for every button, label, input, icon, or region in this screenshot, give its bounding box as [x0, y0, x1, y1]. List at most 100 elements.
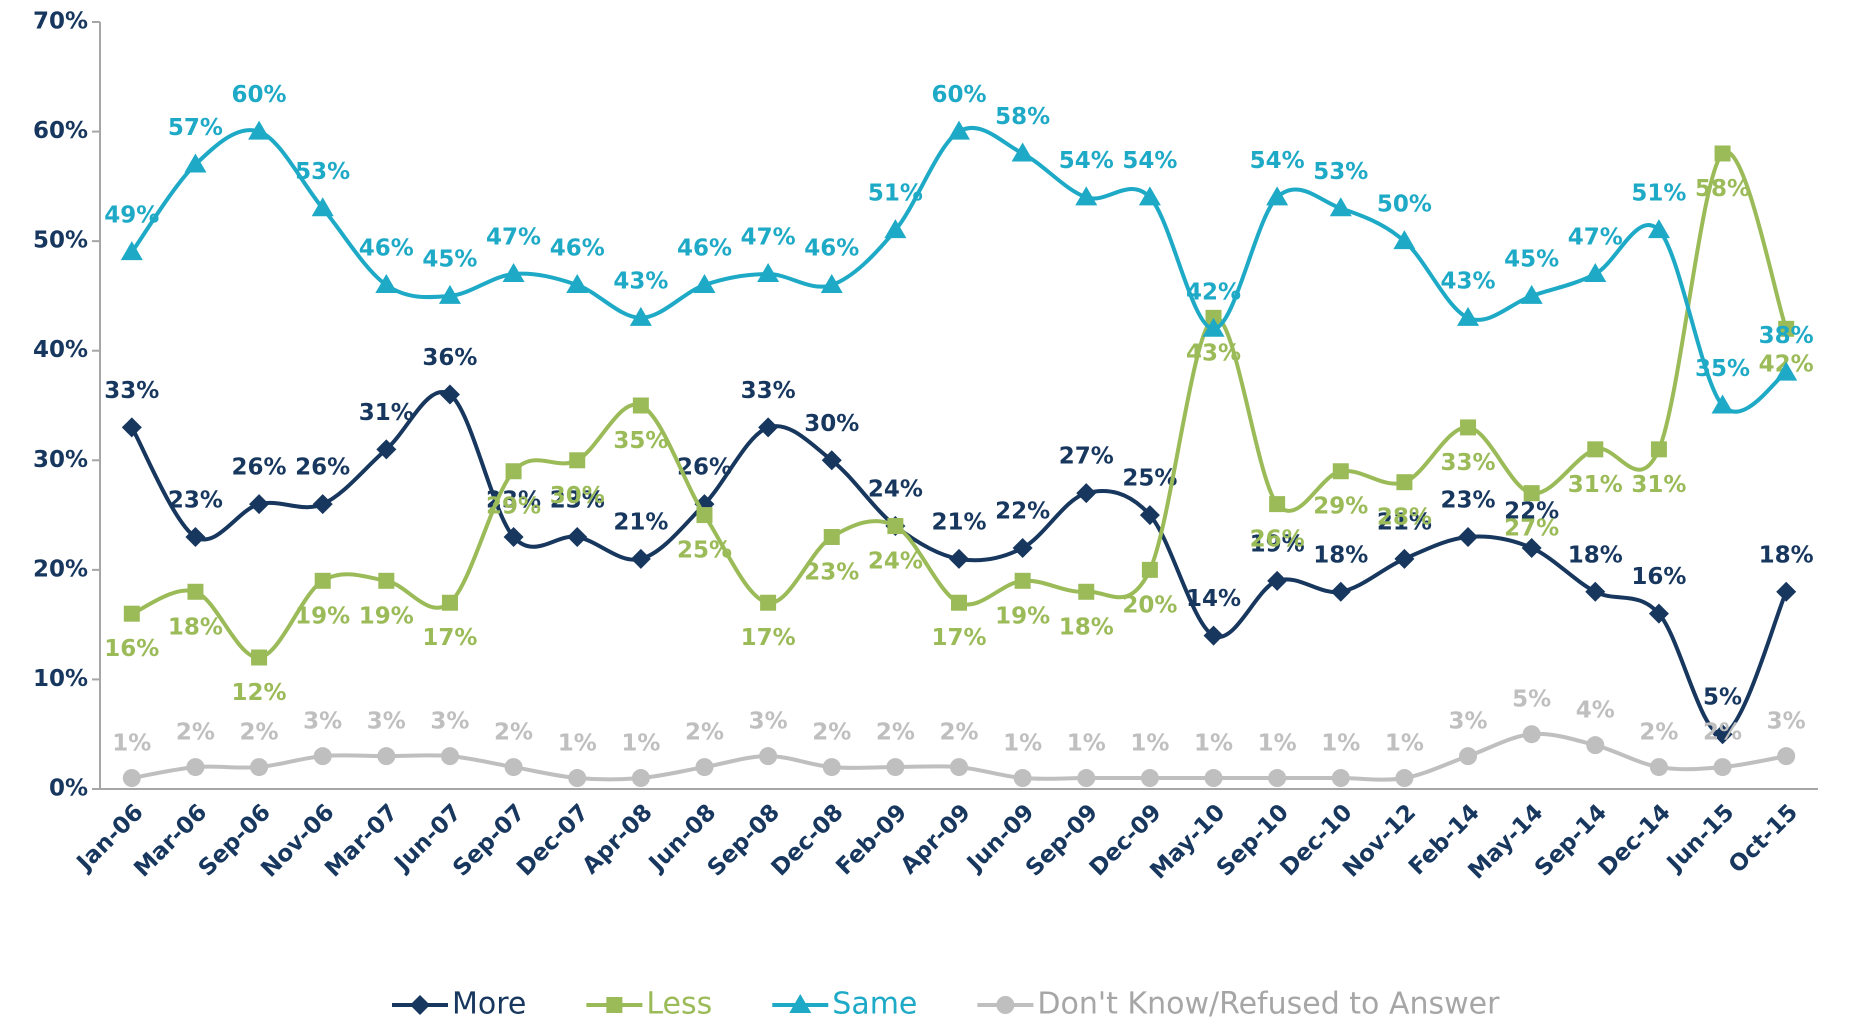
marker: [1584, 263, 1607, 283]
marker: [186, 758, 205, 777]
marker: [950, 758, 968, 777]
marker: [504, 758, 523, 777]
marker: [1331, 769, 1350, 788]
data-label: 31%: [1631, 472, 1686, 498]
data-label: 25%: [677, 538, 732, 564]
data-label: 19%: [359, 603, 414, 629]
marker: [948, 120, 970, 140]
data-label: 2%: [240, 720, 279, 746]
data-label: 2%: [1639, 720, 1678, 746]
data-label: 46%: [804, 235, 859, 261]
data-label: 46%: [677, 235, 732, 261]
marker: [884, 219, 907, 239]
marker: [441, 594, 458, 611]
data-label: 1%: [1194, 731, 1233, 757]
y-tick-label: 0%: [49, 776, 88, 802]
data-label: 17%: [931, 625, 986, 651]
data-label: 43%: [1186, 340, 1241, 366]
data-label: 17%: [741, 625, 796, 651]
marker: [1777, 747, 1796, 766]
data-label: 35%: [1695, 356, 1750, 382]
data-label: 1%: [112, 731, 151, 757]
data-label: 2%: [494, 720, 533, 746]
marker: [1204, 769, 1223, 788]
data-label: 43%: [1441, 268, 1496, 294]
marker: [1332, 463, 1349, 480]
marker: [1460, 419, 1477, 436]
marker: [375, 273, 398, 293]
data-label: 31%: [359, 400, 414, 426]
marker: [1649, 758, 1668, 777]
data-label: 50%: [1377, 192, 1432, 218]
marker: [122, 769, 141, 788]
marker: [951, 594, 967, 611]
legend-marker: [996, 996, 1015, 1014]
data-label: 57%: [168, 115, 223, 141]
data-label: 21%: [1377, 509, 1432, 535]
marker: [1330, 581, 1351, 602]
x-tick-label: Oct-15: [1724, 799, 1803, 878]
marker: [632, 397, 649, 414]
data-label: 18%: [1313, 542, 1368, 568]
data-label: 3%: [303, 709, 342, 735]
data-label: 3%: [1767, 709, 1806, 735]
data-label: 21%: [613, 509, 668, 535]
data-label: 5%: [1703, 685, 1742, 711]
data-label: 2%: [876, 720, 915, 746]
data-label: 47%: [1568, 225, 1623, 251]
marker: [311, 197, 334, 217]
data-label: 36%: [422, 345, 477, 371]
marker: [630, 548, 651, 569]
marker: [251, 649, 268, 666]
data-label: 47%: [741, 225, 796, 251]
data-label: 54%: [1122, 148, 1177, 174]
x-tick-label: Apr-08: [578, 799, 658, 879]
marker: [566, 273, 589, 293]
data-label: 45%: [1504, 246, 1559, 272]
marker: [1457, 306, 1480, 326]
data-label: 60%: [931, 82, 986, 108]
data-label: 58%: [1695, 176, 1750, 202]
marker: [121, 417, 142, 438]
marker: [1523, 485, 1540, 502]
data-label: 28%: [1377, 505, 1432, 531]
marker: [629, 306, 652, 326]
marker: [696, 507, 713, 524]
data-label: 2%: [812, 720, 851, 746]
data-label: 30%: [550, 483, 605, 509]
marker: [187, 583, 204, 600]
marker: [886, 758, 905, 777]
y-tick-label: 50%: [33, 228, 88, 254]
data-label: 1%: [1130, 731, 1169, 757]
data-label: 45%: [422, 246, 477, 272]
marker: [1076, 483, 1097, 504]
legend-label: Less: [646, 987, 712, 1022]
marker: [1268, 769, 1287, 788]
marker: [1202, 317, 1225, 337]
marker: [1075, 186, 1098, 206]
marker: [1650, 441, 1667, 458]
y-tick-label: 70%: [33, 9, 88, 35]
marker: [313, 747, 332, 766]
marker: [821, 450, 842, 471]
data-label: 30%: [804, 411, 859, 437]
data-label: 1%: [1258, 731, 1297, 757]
marker: [631, 769, 650, 788]
data-label: 22%: [1504, 498, 1559, 524]
data-label: 14%: [1186, 586, 1241, 612]
data-label: 27%: [1059, 444, 1114, 470]
data-label: 3%: [367, 709, 406, 735]
data-label: 18%: [1059, 614, 1114, 640]
data-label: 18%: [1568, 542, 1623, 568]
marker: [569, 452, 586, 469]
marker: [1778, 320, 1795, 337]
data-label: 18%: [168, 614, 223, 640]
data-label: 29%: [486, 494, 541, 520]
data-label: 33%: [741, 378, 796, 404]
data-label: 5%: [1512, 687, 1551, 713]
data-label: 25%: [1122, 466, 1177, 492]
y-tick-label: 60%: [33, 118, 88, 144]
x-tick-label: Jun-15: [1661, 799, 1739, 877]
marker: [1394, 548, 1415, 569]
